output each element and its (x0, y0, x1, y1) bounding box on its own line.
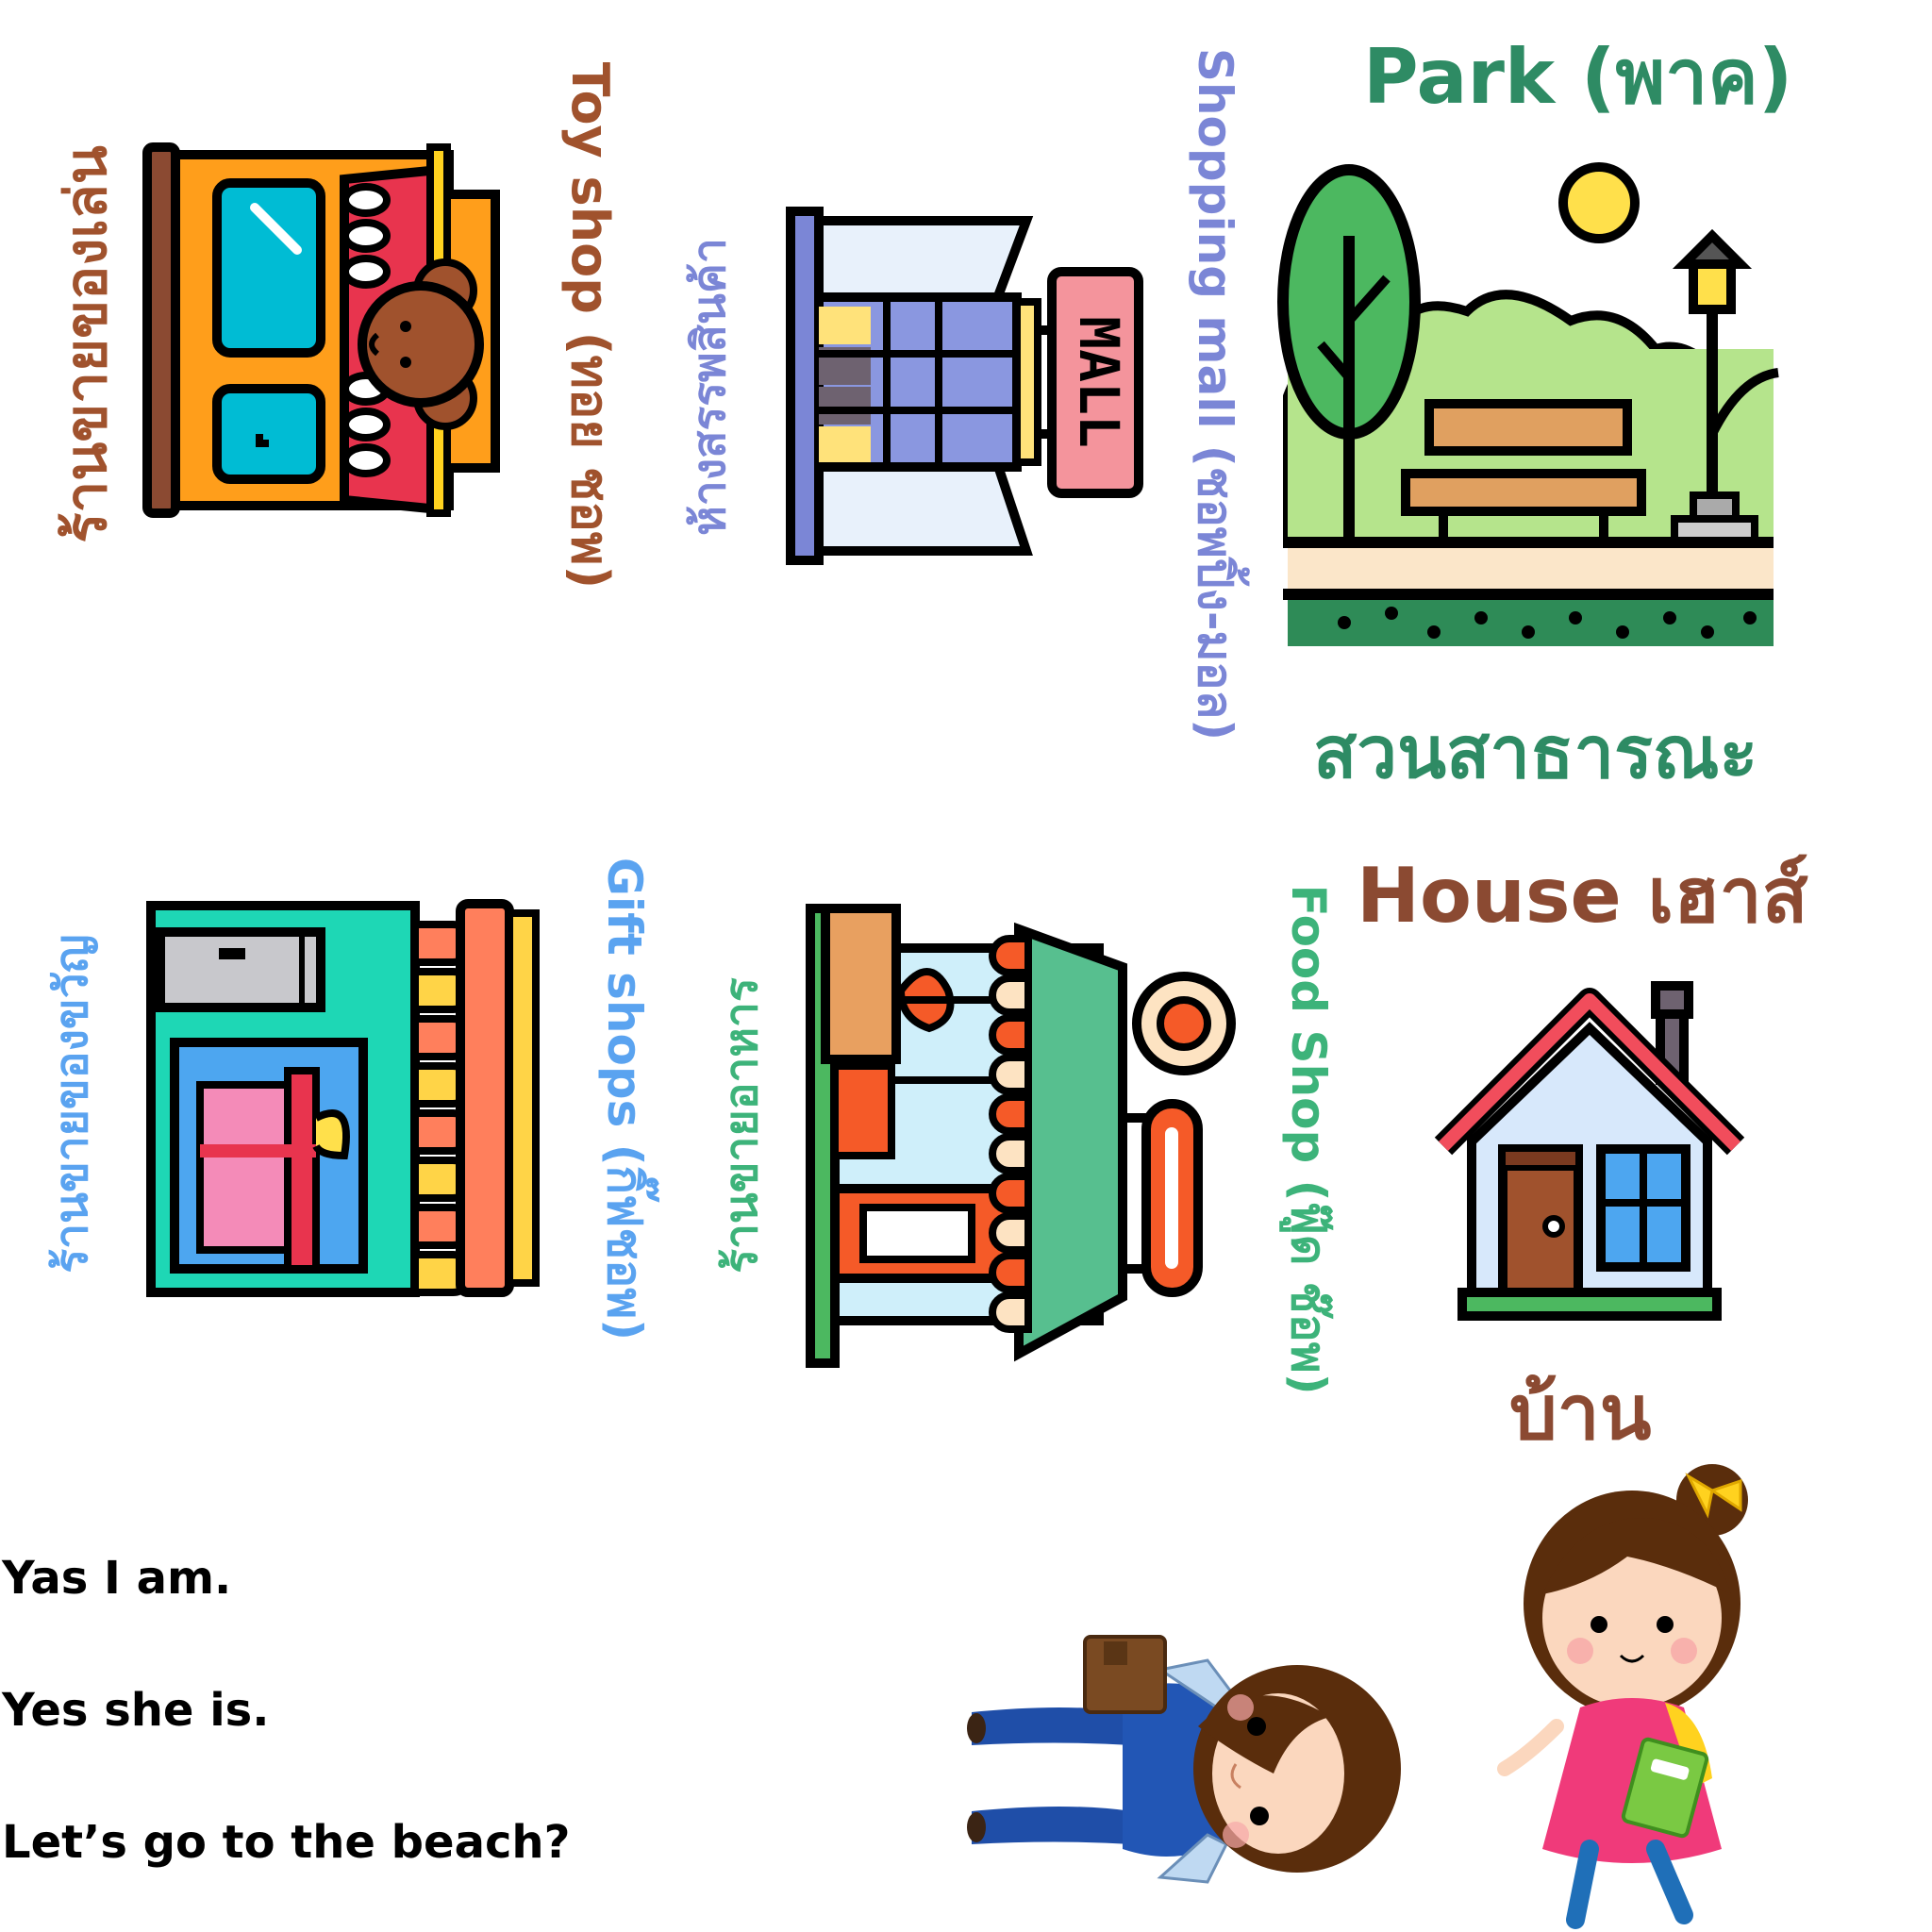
mall-english-label: Shopping mall (ชอพปิ้ง-มอล) (1188, 47, 1242, 741)
dialog-line-1: Yas I am. (2, 1552, 232, 1605)
house-icon (1434, 981, 1745, 1321)
mall-thai-label: ห้างสรรพสินค้า (683, 238, 736, 536)
park-icon (1277, 162, 1779, 646)
park-english-label: Park (พาค) (1363, 33, 1793, 121)
mall-sign-text: MALL (1067, 316, 1131, 448)
dialog-line-2: Yes she is. (2, 1684, 270, 1737)
toy-shop-icon (142, 142, 500, 518)
girl-illustration (1497, 1464, 1748, 1929)
toy-shop-thai-label: ร้านขายของเล่น (54, 145, 120, 543)
gift-shop-thai-label: ร้านขายของขวัญ (45, 934, 98, 1274)
park-thai-label: สวนสาธารณะ (1313, 710, 1758, 794)
house-thai-label: บ้าน (1509, 1369, 1652, 1457)
food-shop-english-label: Food Shop (ฟู๊ด ช๊อพ) (1281, 884, 1336, 1395)
food-shop-icon (806, 904, 1236, 1368)
mall-icon: MALL (786, 207, 1143, 565)
gift-shop-english-label: Gift shops (กิ๊ฟชอพ) (597, 857, 652, 1341)
house-english-label: House เฮาส์ (1357, 852, 1808, 940)
gift-shop-icon (146, 899, 540, 1297)
boy-illustration (967, 1635, 1401, 1884)
dialog-line-3: Let’s go to the beach? (2, 1816, 571, 1869)
food-shop-thai-label: ร้านขายอาหาร (715, 977, 768, 1274)
toy-shop-english-label: Toy shop (ทอย ชอพ) (560, 61, 620, 590)
